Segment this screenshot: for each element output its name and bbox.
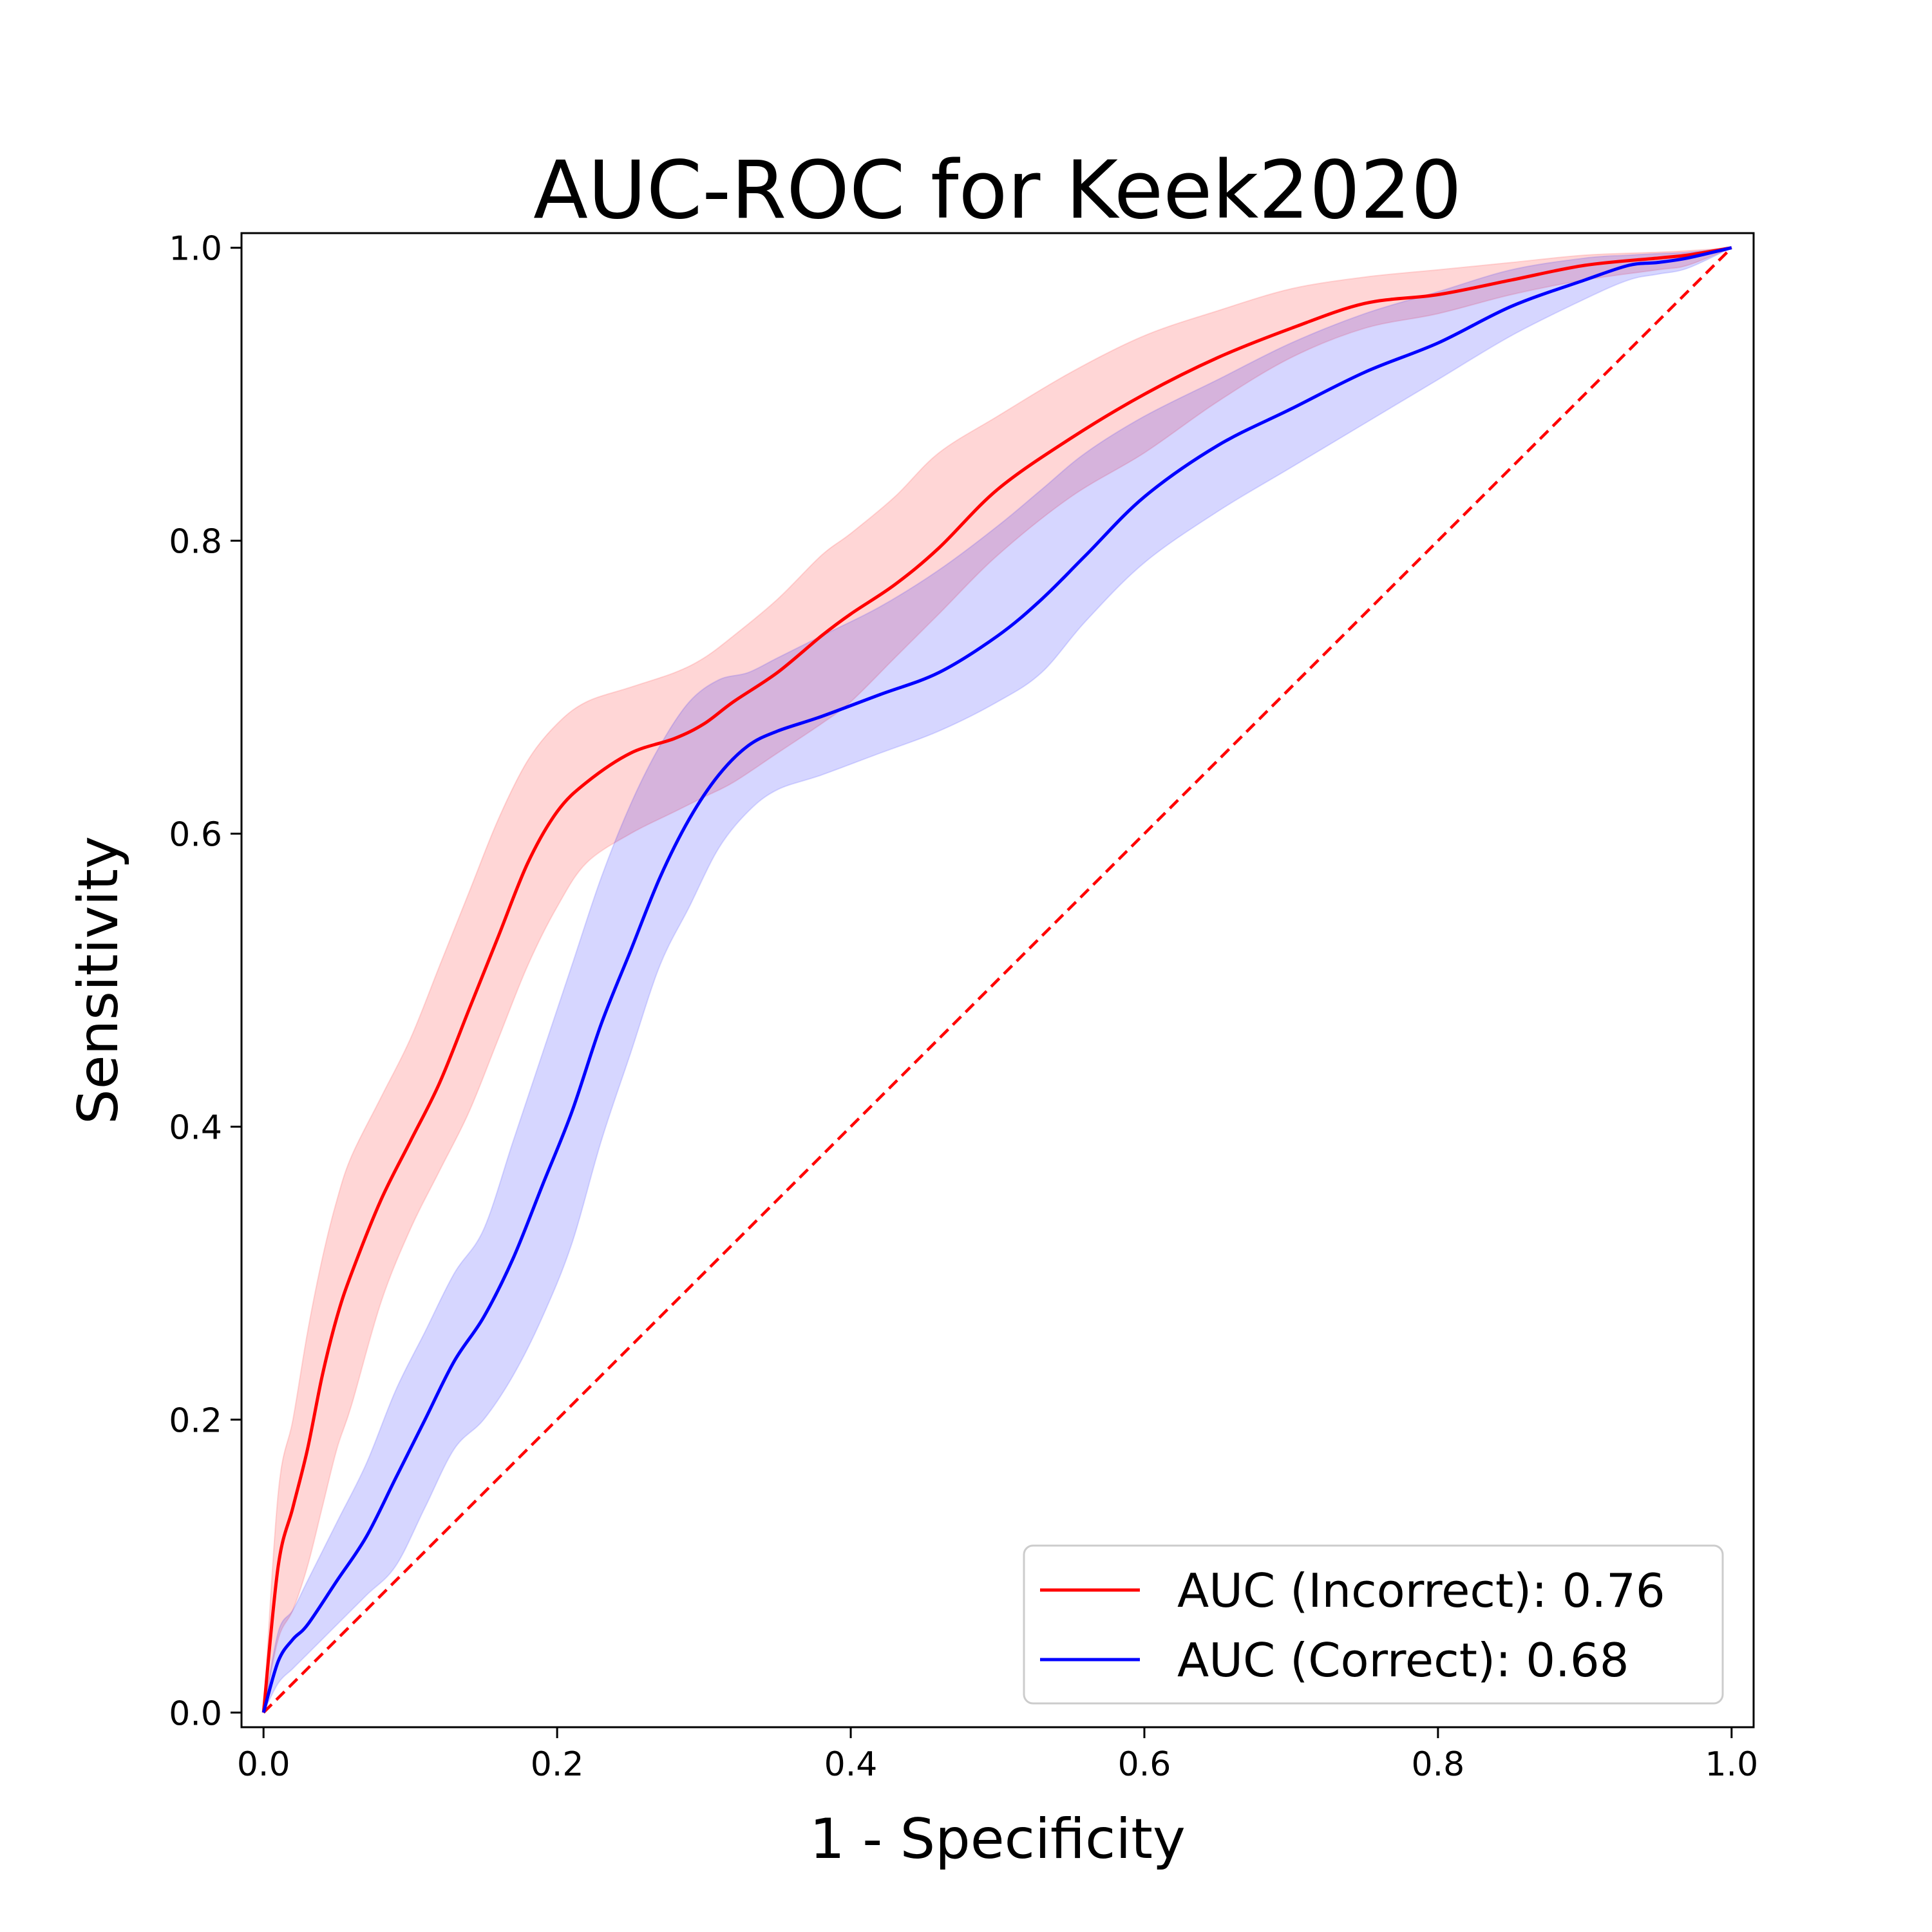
x-tick-label: 0.8 bbox=[1412, 1745, 1465, 1784]
legend-label-correct: AUC (Correct): 0.68 bbox=[1177, 1633, 1629, 1687]
chance-diagonal-line bbox=[262, 247, 1733, 1714]
x-tick-label: 0.4 bbox=[824, 1745, 878, 1784]
chart-title: AUC-ROC for Keek2020 bbox=[533, 144, 1462, 237]
y-tick-label: 0.6 bbox=[169, 816, 222, 855]
legend: AUC (Incorrect): 0.76 AUC (Correct): 0.6… bbox=[1023, 1544, 1724, 1705]
y-tick-label: 0.8 bbox=[169, 523, 222, 562]
roc-line-incorrect bbox=[261, 246, 1732, 1713]
roc-line-correct bbox=[261, 246, 1732, 1713]
y-tick-label: 1.0 bbox=[169, 230, 222, 269]
y-tick-label: 0.0 bbox=[169, 1694, 222, 1733]
legend-label-incorrect: AUC (Incorrect): 0.76 bbox=[1177, 1564, 1665, 1618]
x-tick-label: 0.0 bbox=[237, 1745, 290, 1784]
x-tick-label: 0.2 bbox=[531, 1745, 584, 1784]
y-axis-label: Sensitivity bbox=[66, 836, 131, 1124]
x-tick-label: 1.0 bbox=[1705, 1745, 1758, 1784]
x-tick-label: 0.6 bbox=[1118, 1745, 1171, 1784]
x-axis-label: 1 - Specificity bbox=[810, 1807, 1186, 1871]
x-axis-ticks: 0.0 0.2 0.4 0.6 0.8 1.0 bbox=[237, 1727, 1758, 1784]
plot-area bbox=[261, 246, 1733, 1714]
y-tick-label: 0.4 bbox=[169, 1108, 222, 1147]
legend-box bbox=[1023, 1544, 1724, 1705]
plot-frame bbox=[240, 232, 1755, 1728]
y-tick-label: 0.2 bbox=[169, 1401, 222, 1440]
y-axis-ticks: 0.0 0.2 0.4 0.6 0.8 1.0 bbox=[169, 230, 242, 1733]
